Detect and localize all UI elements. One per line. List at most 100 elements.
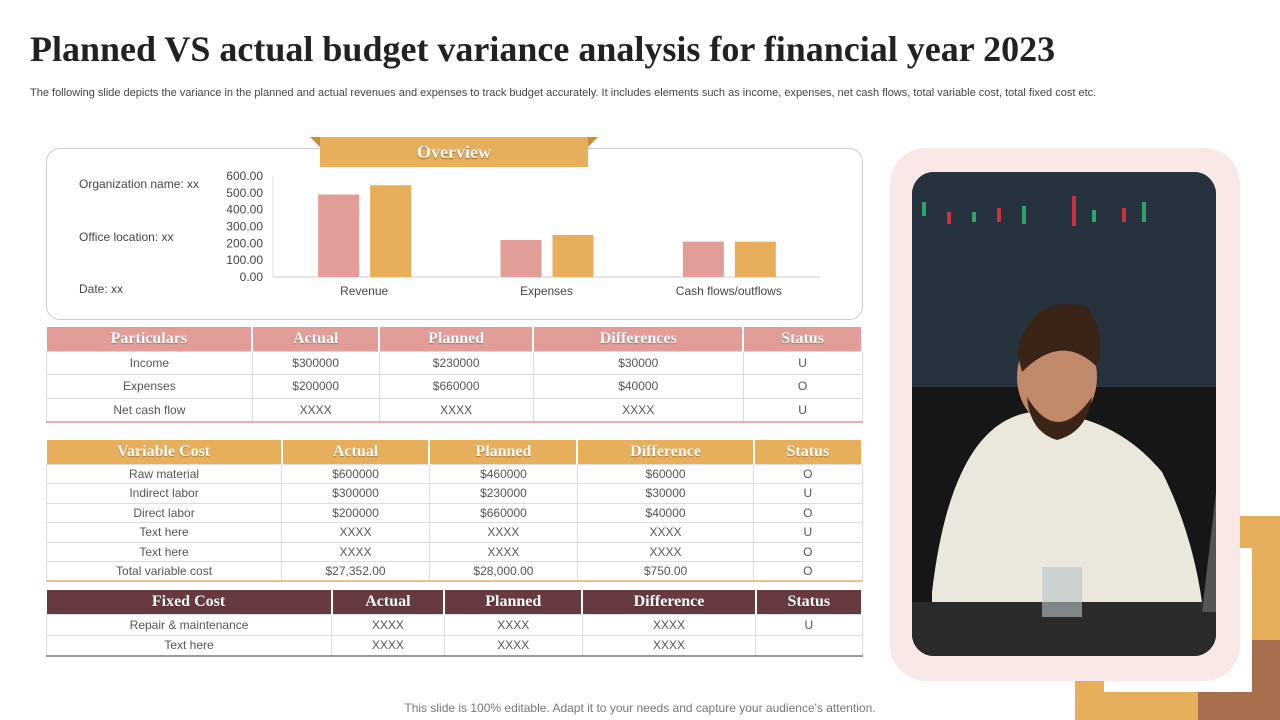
table-cell: Text here (45, 634, 333, 657)
table-cell: U (742, 397, 863, 422)
table-cell: XXXX (281, 522, 430, 543)
table-cell: $660000 (428, 502, 578, 523)
table-row: Expenses $200000 $660000 $40000 O (46, 374, 863, 399)
column-header: Status (743, 327, 863, 351)
table-cell: Total variable cost (45, 561, 283, 582)
table-cell: $200000 (281, 502, 430, 523)
table-cell: XXXX (532, 397, 744, 422)
table-row: Net cash flow XXXX XXXX XXXX U (46, 397, 863, 422)
table-cell: $30000 (532, 350, 744, 375)
table-cell: XXXX (443, 634, 583, 657)
bar-chart: 0.00 100.00 200.00 300.00 400.00 500.00 600.00… (226, 169, 820, 298)
table-cell: $28,000.00 (428, 561, 578, 582)
table-cell: $600000 (281, 463, 430, 484)
table-row: Indirect labor $300000 $230000 $30000 U (45, 483, 863, 504)
table-cell: XXXX (331, 634, 445, 657)
y-tick-label: 300.00 (226, 220, 263, 234)
bar (500, 239, 542, 277)
table-cell: O (753, 463, 863, 484)
column-header: Actual (281, 440, 431, 464)
x-tick-label: Cash flows/outflows (676, 284, 782, 298)
table-cell: XXXX (581, 634, 757, 657)
bar (318, 194, 360, 277)
column-header: Planned (429, 440, 579, 464)
table-cell: Net cash flow (46, 397, 253, 422)
slide-title: Planned VS actual budget variance analys… (30, 29, 1056, 69)
table-row: Repair & maintenance XXXX XXXX XXXX U (45, 613, 863, 636)
table-cell: XXXX (331, 613, 445, 636)
y-tick-label: 600.00 (226, 169, 263, 183)
table-cell: XXXX (576, 541, 755, 562)
slide-subtitle: The following slide depicts the variance… (30, 87, 1097, 99)
column-header: Actual (252, 327, 381, 351)
column-header: Variable Cost (46, 440, 283, 464)
table-cell: Income (46, 350, 253, 375)
fixed-cost-table: Fixed Cost Actual Planned Difference Status R… (45, 590, 864, 657)
bar (734, 241, 776, 277)
table-cell: $30000 (576, 483, 755, 504)
table-cell: Repair & maintenance (45, 613, 333, 636)
table-cell: O (753, 541, 863, 562)
particulars-table: Particulars Actual Planned Differences Statu… (46, 327, 863, 423)
column-header: Planned (444, 590, 584, 614)
bar (682, 241, 724, 277)
table-cell: Text here (45, 522, 283, 543)
table-cell: Expenses (46, 374, 253, 399)
table-cell: O (753, 502, 863, 523)
y-tick-label: 100.00 (226, 253, 263, 267)
table-cell: XXXX (281, 541, 430, 562)
column-header: Difference (577, 440, 755, 464)
column-header: Particulars (46, 327, 254, 351)
column-header: Actual (331, 590, 446, 614)
table-cell: Raw material (45, 463, 283, 484)
table-cell: U (753, 483, 863, 504)
table-cell: XXXX (581, 613, 757, 636)
footer-note: This slide is 100% editable. Adapt it to… (404, 701, 876, 715)
table-row: Raw material $600000 $460000 $60000 O (45, 463, 863, 484)
variable-cost-table: Variable Cost Actual Planned Difference Stat… (45, 440, 864, 582)
table-cell: Text here (45, 541, 283, 562)
table-cell: $230000 (428, 483, 578, 504)
table-cell: XXXX (428, 541, 578, 562)
table-cell: XXXX (576, 522, 755, 543)
table-cell: U (753, 522, 863, 543)
table-row: Direct labor $200000 $660000 $40000 O (45, 502, 863, 523)
table-cell: U (742, 350, 863, 375)
table-cell: $300000 (281, 483, 430, 504)
table-cell: $750.00 (576, 561, 755, 582)
table-header-row: Particulars Actual Planned Differences Statu… (46, 327, 863, 351)
overview-ribbon: Overview (310, 137, 598, 167)
table-cell: $60000 (576, 463, 755, 484)
x-tick-label: Expenses (520, 284, 573, 298)
column-header: Difference (582, 590, 757, 614)
table-row: Text here XXXX XXXX XXXX (45, 634, 863, 657)
y-tick-label: 200.00 (226, 236, 263, 250)
photo-illustration (912, 172, 1216, 656)
table-cell: XXXX (443, 613, 583, 636)
column-header: Status (755, 590, 864, 614)
table-cell: O (742, 374, 863, 399)
office-location: Office location: xx (79, 230, 174, 244)
table-cell: U (755, 613, 863, 636)
column-header: Fixed Cost (46, 590, 333, 614)
table-cell: $230000 (378, 350, 534, 375)
table-row: Total variable cost $27,352.00 $28,000.00 $… (45, 561, 863, 582)
table-cell: $460000 (428, 463, 578, 484)
column-header: Status (753, 440, 864, 464)
table-row: Text here XXXX XXXX XXXX U (45, 522, 863, 543)
table-cell: $40000 (532, 374, 744, 399)
x-tick-label: Revenue (340, 284, 388, 298)
table-row: Income $300000 $230000 $30000 U (46, 350, 863, 375)
table-row: Text here XXXX XXXX XXXX O (45, 541, 863, 562)
bar (552, 234, 594, 277)
date: Date: xx (79, 282, 124, 296)
organization-name: Organization name: xx (79, 177, 200, 191)
y-tick-label: 400.00 (226, 203, 263, 217)
y-tick-label: 0.00 (240, 270, 264, 284)
table-cell: $27,352.00 (281, 561, 430, 582)
table-header-row: Fixed Cost Actual Planned Difference Status (46, 590, 864, 614)
table-header-row: Variable Cost Actual Planned Difference Stat… (46, 440, 864, 464)
table-cell: Direct labor (45, 502, 283, 523)
column-header: Differences (533, 327, 745, 351)
photo-man-at-laptop (912, 172, 1216, 656)
